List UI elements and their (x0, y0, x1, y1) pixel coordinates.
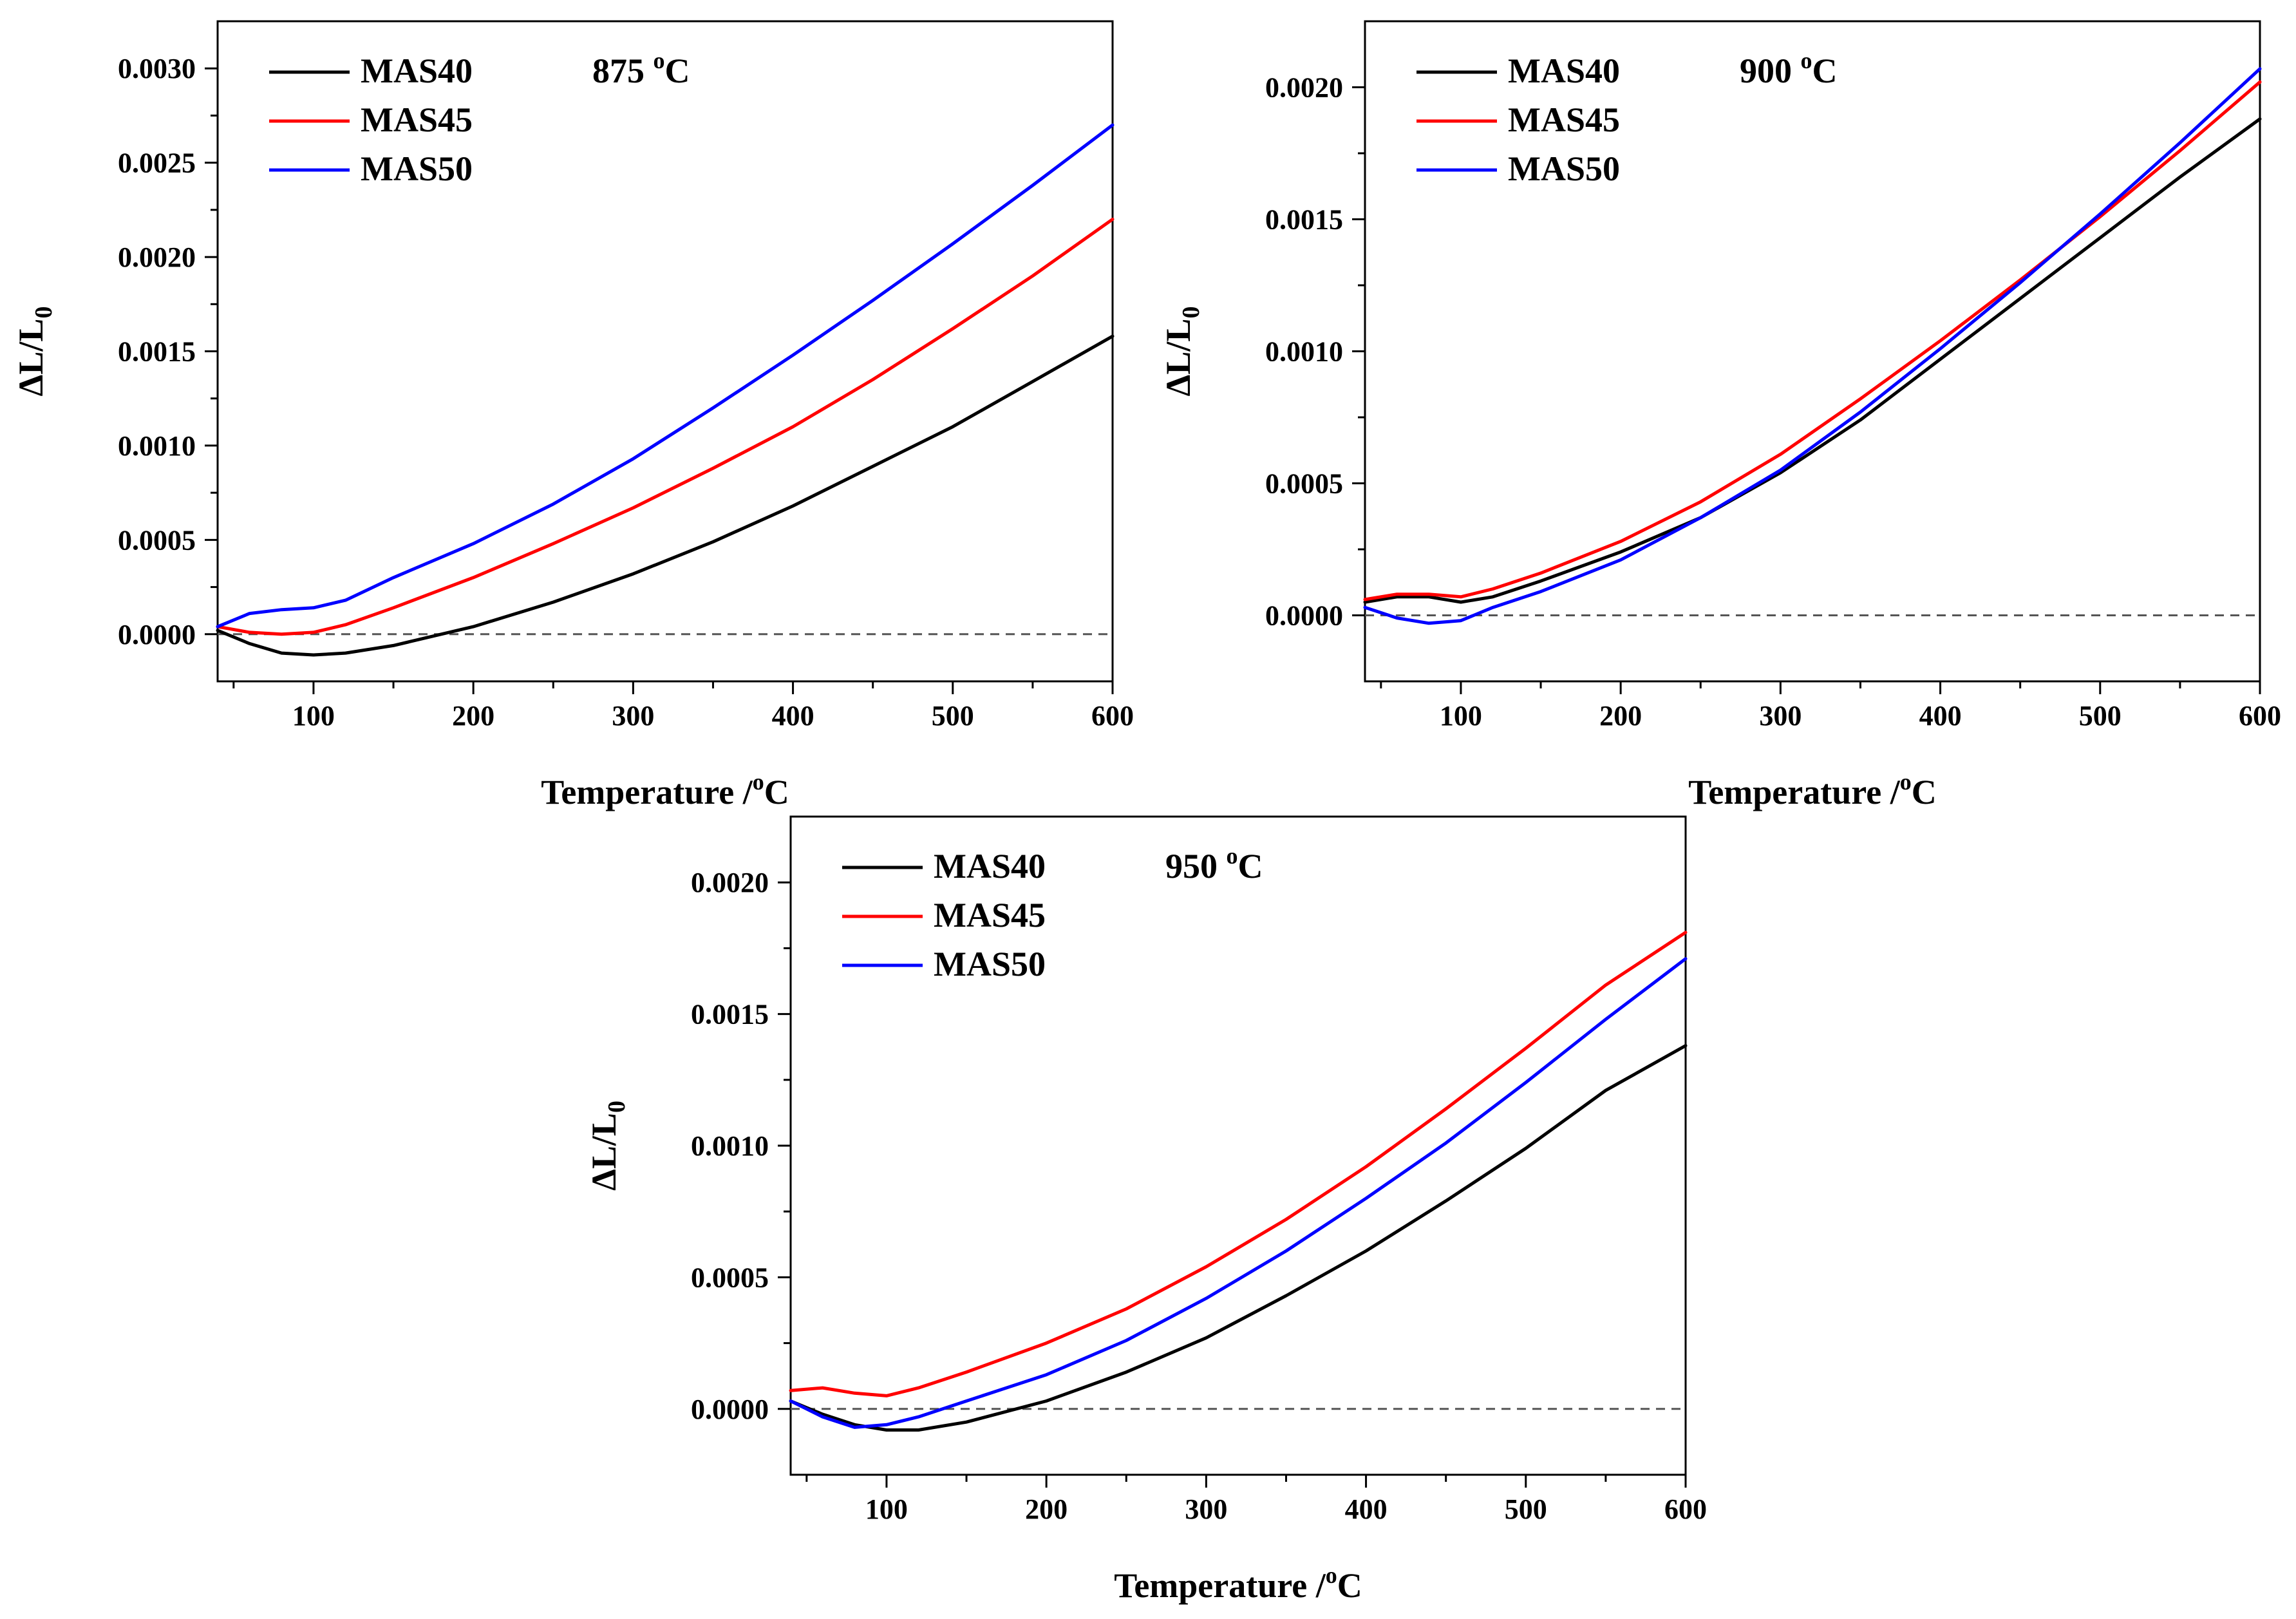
x-tick-label: 300 (612, 700, 654, 732)
legend-label-mas50: MAS50 (1508, 149, 1620, 188)
temperature-annotation: 900 oC (1740, 48, 1838, 90)
y-tick-label: 0.0000 (1265, 600, 1343, 632)
x-axis-title-text: Temperature / (541, 773, 753, 811)
x-tick-label: 200 (452, 700, 494, 732)
legend-label-mas45: MAS45 (1508, 100, 1620, 139)
x-tick-label: 600 (1091, 700, 1134, 732)
legend-label-mas50: MAS50 (361, 149, 473, 188)
legend-label-mas45: MAS45 (361, 100, 473, 139)
y-tick-label: 0.0010 (1265, 336, 1343, 368)
x-tick-label: 500 (932, 700, 974, 732)
annotation-unit: C (1812, 52, 1838, 90)
x-axis-title: Temperature /oC (1688, 769, 1936, 811)
y-axis-title-text: ΔL/L (1159, 319, 1198, 397)
series-line-mas45 (216, 218, 1115, 636)
x-axis-title: Temperature /oC (541, 769, 789, 811)
legend-label-mas40: MAS40 (1508, 52, 1620, 90)
x-tick-label: 500 (1505, 1493, 1547, 1525)
y-tick-label: 0.0020 (1265, 72, 1343, 104)
x-axis-title: Temperature /oC (1114, 1562, 1362, 1605)
y-axis-title: ΔL/L0 (1159, 307, 1205, 397)
x-axis-title-unit: C (1337, 1566, 1362, 1605)
annotation-value: 900 (1740, 52, 1801, 90)
y-tick-label: 0.0015 (118, 336, 196, 368)
series-line-mas50 (1363, 67, 2262, 625)
legend-label-mas50: MAS50 (934, 945, 1046, 983)
x-axis-title-degree: o (1326, 1562, 1337, 1588)
x-tick-label: 200 (1599, 700, 1642, 732)
series-line-mas50 (789, 957, 1688, 1429)
x-axis-title-degree: o (1900, 769, 1912, 795)
y-axis-title-text: ΔL/L (585, 1113, 623, 1191)
y-axis-title: ΔL/L0 (12, 307, 57, 397)
y-tick-label: 0.0005 (691, 1262, 769, 1293)
x-axis-title-unit: C (764, 773, 789, 811)
y-axis-title-text: ΔL/L (12, 319, 50, 397)
annotation-unit: C (1238, 847, 1263, 885)
x-tick-label: 600 (2239, 700, 2281, 732)
temperature-annotation: 875 oC (592, 48, 690, 90)
y-axis-title-subscript: 0 (30, 307, 57, 319)
series-line-mas50 (216, 123, 1115, 629)
y-tick-label: 0.0000 (691, 1394, 769, 1425)
panel-950: 100 200 300 400 500 600 0.0000 0.0005 0.0010 0.00… (585, 815, 1707, 1605)
x-tick-label: 100 (292, 700, 335, 732)
x-axis-title-text: Temperature / (1114, 1566, 1326, 1605)
temperature-annotation: 950 oC (1165, 843, 1263, 885)
annotation-degree: o (1227, 843, 1238, 869)
x-tick-label: 300 (1185, 1493, 1227, 1525)
series-line-mas40 (789, 1044, 1688, 1432)
y-tick-label: 0.0030 (118, 53, 196, 84)
y-tick-label: 0.0010 (691, 1130, 769, 1162)
x-tick-label: 100 (1440, 700, 1482, 732)
y-tick-label: 0.0015 (1265, 204, 1343, 236)
legend-label-mas40: MAS40 (361, 52, 473, 90)
x-axis-title-text: Temperature / (1688, 773, 1900, 811)
annotation-degree: o (1801, 48, 1812, 73)
plot-frame (1364, 20, 2261, 683)
x-tick-label: 500 (2079, 700, 2122, 732)
plot-frame (216, 20, 1114, 683)
x-tick-label: 100 (865, 1493, 908, 1525)
x-tick-label: 400 (772, 700, 814, 732)
series-line-mas40 (216, 334, 1115, 657)
x-axis-title-degree: o (753, 769, 764, 795)
y-axis-title-subscript: 0 (603, 1101, 630, 1113)
y-tick-label: 0.0005 (1265, 468, 1343, 500)
y-tick-label: 0.0020 (691, 867, 769, 898)
x-tick-label: 400 (1345, 1493, 1388, 1525)
x-axis-title-unit: C (1912, 773, 1937, 811)
series-line-mas45 (1363, 80, 2262, 601)
annotation-value: 875 (592, 52, 654, 90)
y-tick-label: 0.0020 (118, 241, 196, 273)
plot-frame (789, 815, 1687, 1476)
y-axis-title-subscript: 0 (1178, 307, 1205, 319)
panel-875: 100 200 300 400 500 600 0.0000 0.0005 0.0010 0.00… (12, 20, 1134, 811)
x-tick-label: 200 (1025, 1493, 1068, 1525)
series-line-mas45 (789, 931, 1688, 1397)
annotation-value: 950 (1165, 847, 1227, 885)
legend-label-mas40: MAS40 (934, 847, 1046, 885)
annotation-degree: o (654, 48, 665, 73)
legend-label-mas45: MAS45 (934, 896, 1046, 934)
y-tick-label: 0.0000 (118, 619, 196, 650)
y-tick-label: 0.0005 (118, 524, 196, 556)
x-tick-label: 300 (1759, 700, 1802, 732)
y-tick-label: 0.0025 (118, 147, 196, 179)
annotation-unit: C (665, 52, 690, 90)
x-tick-label: 400 (1919, 700, 1962, 732)
panel-900: 100 200 300 400 500 600 0.0000 0.0005 0.0010 0.00… (1159, 20, 2281, 811)
y-tick-label: 0.0010 (118, 430, 196, 462)
y-axis-title: ΔL/L0 (585, 1101, 630, 1191)
x-tick-label: 600 (1664, 1493, 1707, 1525)
y-tick-label: 0.0015 (691, 999, 769, 1030)
